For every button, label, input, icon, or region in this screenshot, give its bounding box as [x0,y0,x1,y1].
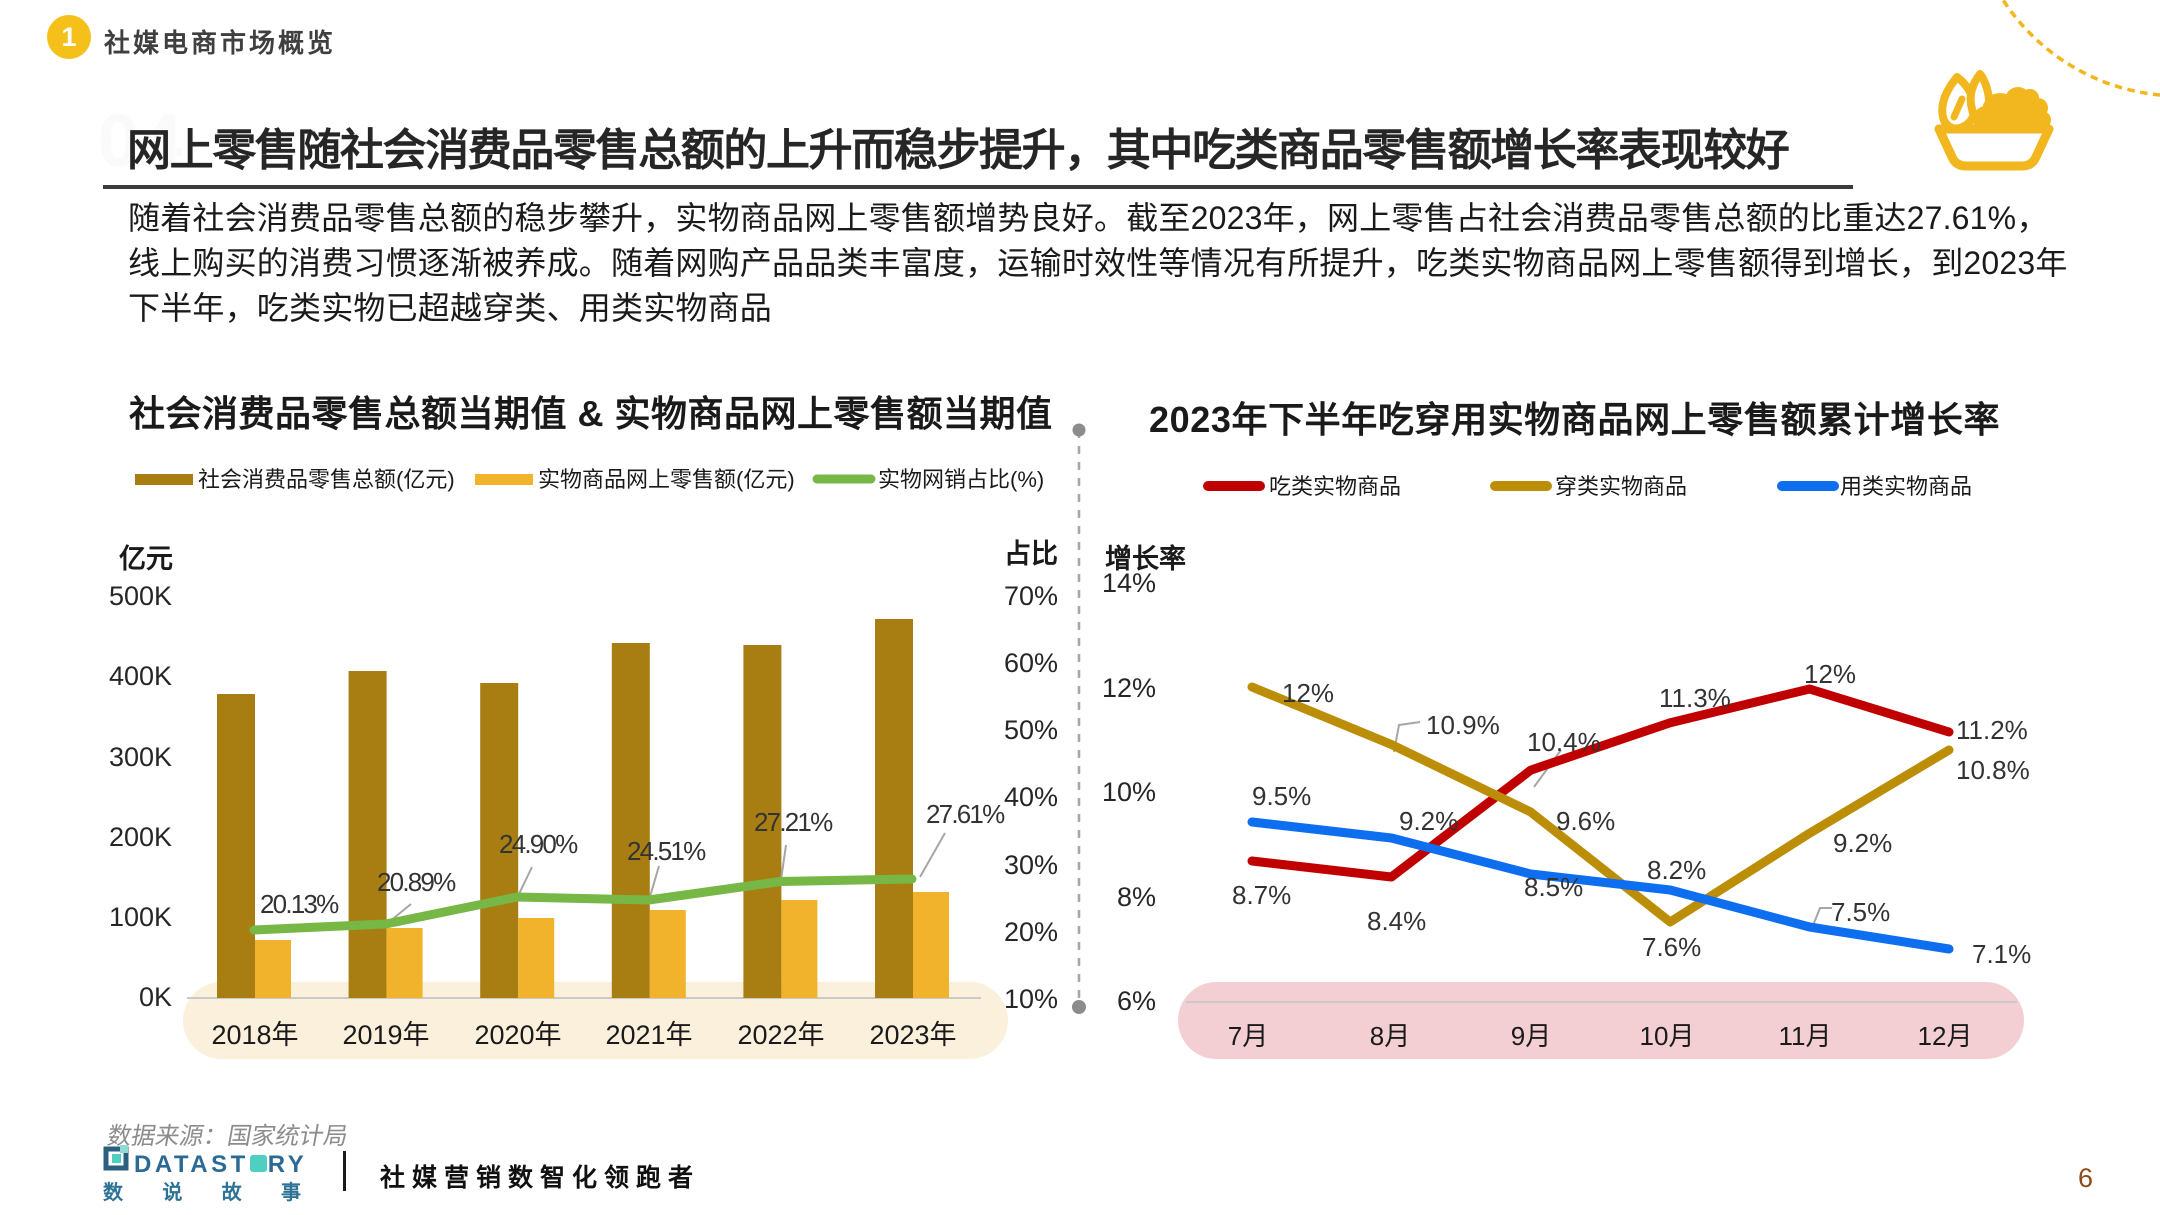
svg-text:40%: 40% [1004,782,1058,812]
svg-text:10%: 10% [1004,984,1058,1014]
svg-text:100K: 100K [109,902,172,932]
svg-text:7.5%: 7.5% [1831,897,1890,927]
svg-text:24.90%: 24.90% [499,829,578,859]
svg-text:8月: 8月 [1370,1021,1410,1051]
svg-text:20.13%: 20.13% [260,889,339,919]
svg-text:24.51%: 24.51% [627,836,706,866]
svg-text:亿元: 亿元 [119,544,173,574]
svg-text:200K: 200K [109,822,172,852]
svg-text:70%: 70% [1004,581,1058,611]
svg-text:吃类实物商品: 吃类实物商品 [1269,474,1401,499]
svg-text:50%: 50% [1004,715,1058,745]
svg-text:300K: 300K [109,742,172,772]
svg-text:10月: 10月 [1640,1021,1695,1051]
svg-text:12%: 12% [1102,673,1156,703]
svg-text:500K: 500K [109,581,172,611]
svg-text:12%: 12% [1804,659,1856,689]
svg-text:10%: 10% [1102,777,1156,807]
svg-text:8%: 8% [1117,882,1156,912]
svg-text:7月: 7月 [1228,1021,1268,1051]
svg-text:8.7%: 8.7% [1232,880,1291,910]
svg-text:9.5%: 9.5% [1252,781,1311,811]
svg-text:20.89%: 20.89% [377,867,456,897]
svg-text:27.61%: 27.61% [926,799,1005,829]
svg-text:27.21%: 27.21% [754,807,833,837]
svg-text:11.3%: 11.3% [1659,683,1731,713]
svg-text:9月: 9月 [1511,1021,1551,1051]
svg-text:2022年: 2022年 [737,1020,824,1050]
svg-text:6%: 6% [1117,986,1156,1016]
svg-text:7.6%: 7.6% [1642,932,1701,962]
svg-text:2021年: 2021年 [605,1020,692,1050]
svg-text:10.8%: 10.8% [1956,755,2030,785]
svg-text:社会消费品零售总额当期值 & 实物商品网上零售额当期值: 社会消费品零售总额当期值 & 实物商品网上零售额当期值 [129,393,1053,434]
svg-text:2020年: 2020年 [474,1020,561,1050]
svg-text:8.4%: 8.4% [1367,906,1426,936]
svg-text:60%: 60% [1004,648,1058,678]
svg-text:实物网销占比(%): 实物网销占比(%) [878,467,1044,492]
svg-text:11月: 11月 [1779,1021,1832,1051]
svg-text:20%: 20% [1004,917,1058,947]
svg-text:占比: 占比 [1004,539,1058,569]
svg-text:穿类实物商品: 穿类实物商品 [1555,474,1687,499]
svg-text:12%: 12% [1282,678,1334,708]
svg-text:实物商品网上零售额(亿元): 实物商品网上零售额(亿元) [538,467,795,492]
svg-text:8.2%: 8.2% [1647,855,1706,885]
svg-text:30%: 30% [1004,850,1058,880]
svg-text:400K: 400K [109,661,172,691]
svg-text:0K: 0K [139,982,172,1012]
svg-text:8.5%: 8.5% [1524,872,1583,902]
svg-text:9.2%: 9.2% [1833,828,1892,858]
svg-text:10.9%: 10.9% [1426,710,1500,740]
svg-text:11.2%: 11.2% [1956,715,2028,745]
svg-text:2023年下半年吃穿用实物商品网上零售额累计增长率: 2023年下半年吃穿用实物商品网上零售额累计增长率 [1149,399,2000,440]
svg-text:社会消费品零售总额(亿元): 社会消费品零售总额(亿元) [198,467,455,492]
svg-text:增长率: 增长率 [1105,543,1186,574]
svg-text:2018年: 2018年 [211,1020,298,1050]
svg-text:9.2%: 9.2% [1399,806,1458,836]
svg-text:14%: 14% [1102,568,1156,598]
svg-text:2019年: 2019年 [342,1020,429,1050]
svg-text:10.4%: 10.4% [1527,727,1601,757]
svg-text:7.1%: 7.1% [1972,939,2031,969]
svg-text:2023年: 2023年 [869,1020,956,1050]
svg-text:12月: 12月 [1918,1021,1973,1051]
svg-text:9.6%: 9.6% [1556,806,1615,836]
svg-text:用类实物商品: 用类实物商品 [1840,474,1972,499]
